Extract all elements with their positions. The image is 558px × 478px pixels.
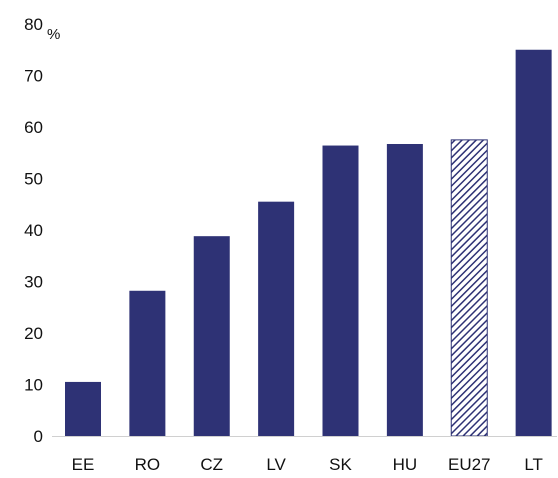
y-tick-label: 50 <box>24 170 43 189</box>
x-tick-label: SK <box>329 455 352 473</box>
y-tick-label: 30 <box>24 273 43 292</box>
y-tick-label: 80 <box>24 15 43 34</box>
bar-ee <box>65 381 101 436</box>
y-tick-label: 70 <box>24 67 43 86</box>
y-tick-label: 40 <box>24 221 43 240</box>
y-tick-label: 0 <box>34 427 43 446</box>
y-tick-label: 10 <box>24 376 43 395</box>
y-axis-unit-label: % <box>47 26 60 43</box>
bar-lt <box>515 49 552 436</box>
x-tick-label: HU <box>393 455 418 473</box>
bar-sk <box>322 145 359 437</box>
x-tick-label: RO <box>135 455 161 473</box>
y-axis-ticks: 0 10 20 30 40 50 60 70 80 <box>24 15 43 446</box>
bar-hu <box>386 143 423 436</box>
x-tick-label: EU27 <box>448 455 491 473</box>
x-tick-label: CZ <box>200 455 223 473</box>
bar-ro <box>129 290 166 436</box>
bar-eu27-highlighted <box>450 139 488 437</box>
x-tick-label: EE <box>72 455 95 473</box>
x-tick-label: LV <box>266 455 286 473</box>
bars <box>65 49 552 437</box>
y-tick-label: 20 <box>24 324 43 343</box>
x-tick-label: LT <box>524 455 543 473</box>
bar-cz <box>193 236 230 436</box>
y-tick-label: 60 <box>24 118 43 137</box>
x-axis-labels: EE RO CZ LV SK HU EU27 LT <box>72 455 543 474</box>
bar-lv <box>258 201 295 436</box>
